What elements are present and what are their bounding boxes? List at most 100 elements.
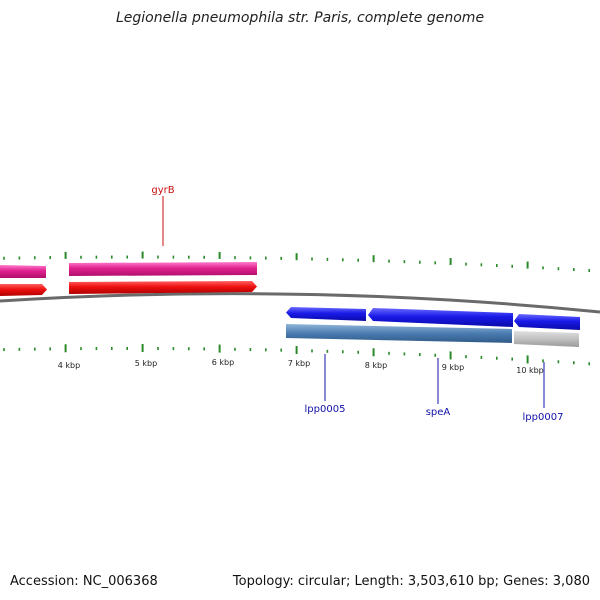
ruler-tick <box>542 266 544 270</box>
gene-feature[interactable] <box>69 281 257 294</box>
map-title: Legionella pneumophila str. Paris, compl… <box>115 10 485 26</box>
kbp-label: 8 kbp <box>365 361 387 370</box>
gene-label-gyrB[interactable]: gyrB <box>151 185 174 196</box>
kbp-label: 9 kbp <box>442 363 464 372</box>
gene-label-lpp0007[interactable]: lpp0007 <box>523 412 564 423</box>
gene-feature[interactable] <box>368 308 513 327</box>
ruler-tick <box>480 263 483 267</box>
ruler-tick <box>141 251 144 259</box>
ruler-tick <box>234 256 236 260</box>
ruler-tick <box>526 261 529 269</box>
ruler-ticks <box>3 251 590 366</box>
ruler-tick <box>542 359 544 363</box>
kbp-label: 7 kbp <box>288 359 310 368</box>
ruler-tick <box>34 256 36 260</box>
ruler-tick <box>141 343 144 352</box>
ruler-tick <box>357 258 359 262</box>
gene-feature[interactable] <box>286 324 512 343</box>
ruler-tick <box>3 348 5 352</box>
ruler-tick <box>34 347 36 351</box>
ruler-tick <box>203 255 205 259</box>
ruler-tick <box>249 256 252 260</box>
ruler-tick <box>326 257 329 261</box>
ruler-tick <box>465 262 467 266</box>
ruler-tick <box>496 356 498 360</box>
ruler-tick <box>172 255 175 259</box>
kbp-label: 4 kbp <box>58 361 80 370</box>
ruler-tick <box>111 347 113 351</box>
ruler-tick <box>172 347 175 351</box>
ruler-tick <box>280 256 282 260</box>
ruler-tick <box>449 257 452 265</box>
ruler-tick <box>557 267 560 271</box>
ruler-tick <box>573 361 575 365</box>
kbp-label: 5 kbp <box>135 359 157 368</box>
ruler-tick <box>126 346 128 350</box>
ruler-tick <box>357 350 359 354</box>
ruler-tick <box>419 353 421 357</box>
gene-label-speA[interactable]: speA <box>426 407 451 418</box>
ruler-tick <box>326 349 329 353</box>
ruler-tick <box>218 251 221 259</box>
ruler-tick <box>218 344 221 353</box>
ruler-tick <box>434 261 436 265</box>
ruler-tick <box>311 257 313 261</box>
ruler-tick <box>557 360 560 364</box>
ruler-tick <box>249 348 252 352</box>
ruler-tick <box>49 256 51 260</box>
ruler-tick <box>465 355 467 359</box>
accession-text: Accession: NC_006368 <box>10 574 158 589</box>
ruler-tick <box>588 362 590 366</box>
ruler-tick <box>372 255 375 263</box>
gene-label-lpp0005[interactable]: lpp0005 <box>305 404 346 415</box>
ruler-tick <box>188 347 190 351</box>
ruler-tick <box>265 348 267 352</box>
ruler-tick <box>311 349 313 353</box>
gene-feature[interactable] <box>0 284 47 296</box>
ruler-tick <box>126 255 128 259</box>
ruler-tick <box>388 351 390 355</box>
ruler-tick <box>496 264 498 268</box>
ruler-tick <box>234 347 236 351</box>
ruler-tick <box>342 350 344 354</box>
ruler-tick <box>64 251 67 259</box>
ruler-tick <box>511 357 513 361</box>
ruler-tick <box>342 258 344 262</box>
gene-feature[interactable] <box>0 265 46 278</box>
ruler-tick <box>280 348 282 352</box>
ruler-tick <box>157 347 159 351</box>
ruler-tick <box>80 255 82 259</box>
gene-feature[interactable] <box>514 314 580 330</box>
kbp-label: 10 kbp <box>516 366 544 375</box>
ruler-tick <box>388 259 390 263</box>
ruler-tick <box>372 348 375 357</box>
gene-feature[interactable] <box>286 307 366 321</box>
ruler-tick <box>64 344 67 353</box>
ruler-tick <box>295 253 298 261</box>
ruler-tick <box>18 347 21 351</box>
ruler-tick <box>203 347 205 351</box>
ruler-tick <box>18 256 21 260</box>
ruler-tick <box>188 255 190 259</box>
genome-backbone <box>0 292 600 314</box>
ruler-tick <box>588 268 590 272</box>
ruler-tick <box>480 355 483 359</box>
ruler-tick <box>157 255 159 259</box>
ruler-tick <box>295 346 298 355</box>
ruler-tick <box>403 260 406 264</box>
gene-feature[interactable] <box>514 331 579 347</box>
ruler-tick <box>49 347 51 351</box>
gene-feature[interactable] <box>69 262 257 276</box>
ruler-tick <box>265 256 267 260</box>
ruler-tick <box>3 256 5 260</box>
ruler-tick <box>111 255 113 259</box>
ruler-tick <box>573 268 575 272</box>
genome-summary-text: Topology: circular; Length: 3,503,610 bp… <box>232 574 590 589</box>
ruler-tick <box>95 255 98 259</box>
ruler-tick <box>80 347 82 351</box>
ruler-tick <box>526 355 529 364</box>
ruler-tick <box>449 351 452 360</box>
ruler-tick <box>434 353 436 357</box>
ruler-tick <box>403 352 406 356</box>
